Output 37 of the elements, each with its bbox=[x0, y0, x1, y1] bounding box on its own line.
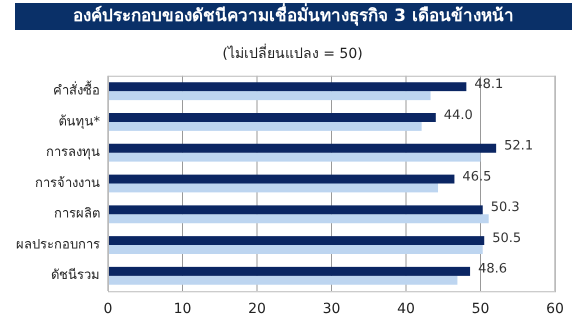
bar bbox=[108, 174, 454, 184]
data-label: 50.3 bbox=[490, 200, 520, 216]
bar bbox=[108, 113, 436, 122]
bar bbox=[108, 205, 483, 214]
chart-subtitle: (ไม่เปลี่ยนแปลง = 50) bbox=[221, 42, 364, 64]
bar bbox=[108, 236, 484, 246]
bar bbox=[108, 152, 480, 162]
y-tick-label: การผลิต bbox=[54, 206, 100, 222]
x-tick-label: 30 bbox=[322, 301, 340, 318]
bar bbox=[108, 122, 422, 131]
bar bbox=[108, 144, 496, 153]
data-label: 52.1 bbox=[504, 138, 534, 154]
x-tick-label: 50 bbox=[472, 301, 490, 318]
chart-title: องค์ประกอบของดัชนีความเชื่อมั่นทางธุรกิจ 3 เดือนข้างหน้า bbox=[15, 3, 572, 30]
bar bbox=[108, 245, 483, 254]
data-label: 50.5 bbox=[492, 230, 522, 246]
x-tick-label: 20 bbox=[248, 301, 266, 318]
bar bbox=[108, 184, 438, 192]
bar bbox=[108, 82, 466, 92]
y-tick-label: การจ้างงาน bbox=[35, 176, 100, 191]
data-label: 48.1 bbox=[474, 77, 504, 92]
data-label: 48.6 bbox=[478, 262, 508, 277]
bar bbox=[108, 266, 470, 276]
bar bbox=[108, 214, 489, 224]
y-tick-label: การลงทุน bbox=[46, 145, 100, 160]
data-label: 44.0 bbox=[444, 108, 473, 123]
bar bbox=[108, 91, 431, 100]
y-tick-label: ต้นทุน* bbox=[58, 114, 100, 130]
x-tick-label: 10 bbox=[174, 301, 192, 318]
x-tick-label: 60 bbox=[546, 301, 564, 318]
y-tick-label: ดัชนีรวม bbox=[51, 267, 100, 284]
y-tick-label: คำสั่งซื้อ bbox=[53, 80, 100, 99]
data-label: 46.5 bbox=[462, 169, 492, 184]
x-tick-label: 40 bbox=[397, 301, 415, 318]
y-tick-label: ผลประกอบการ bbox=[16, 237, 100, 252]
bar bbox=[108, 276, 458, 285]
x-tick-label: 0 bbox=[104, 301, 112, 318]
